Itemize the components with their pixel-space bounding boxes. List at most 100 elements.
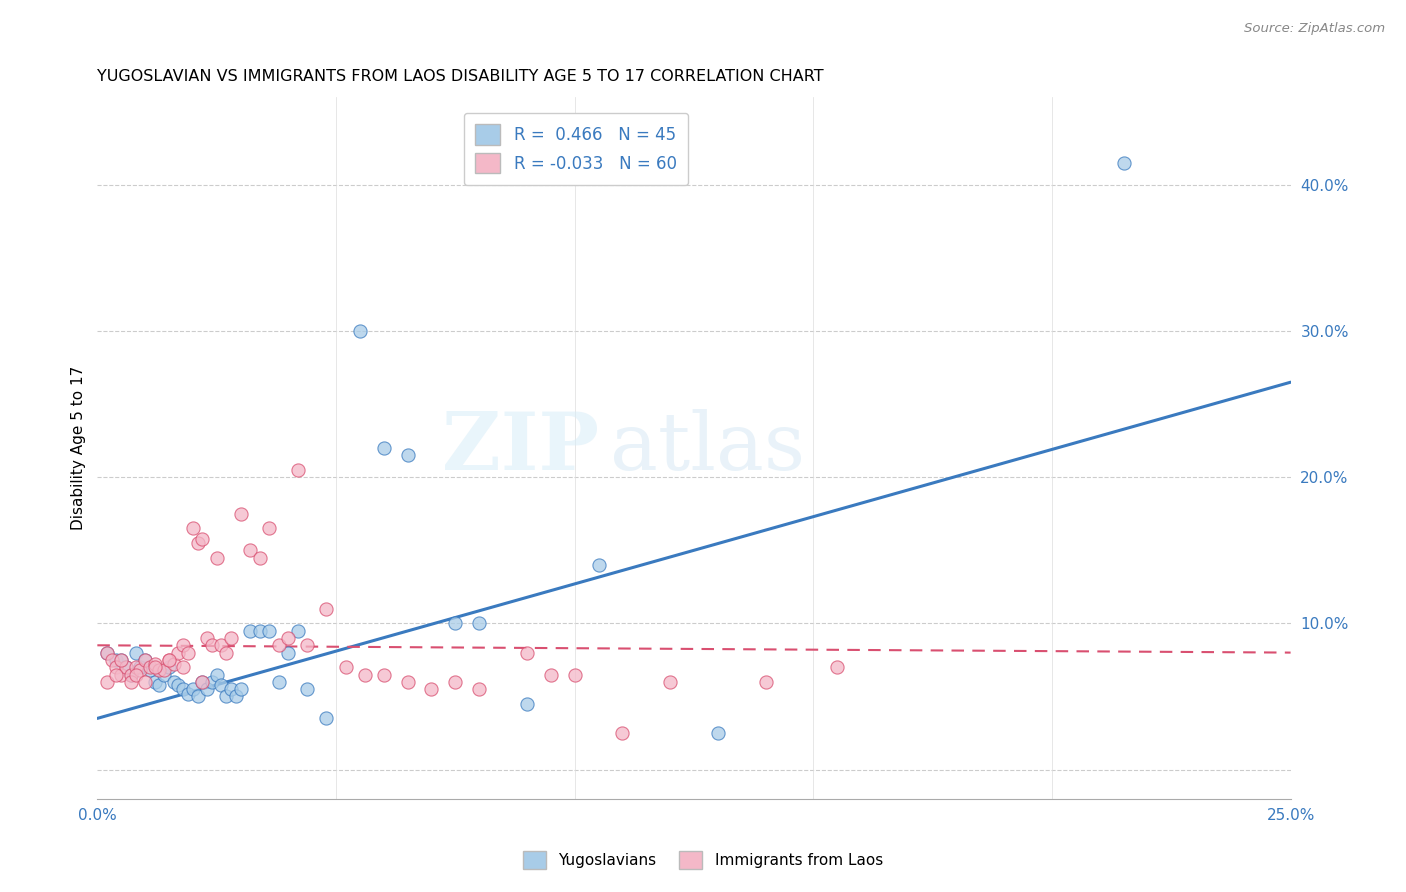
Point [124, 646, 146, 660]
Point [444, 616, 467, 631]
Point [1112, 156, 1135, 170]
Point [287, 624, 309, 638]
Point [373, 441, 395, 455]
Point [755, 674, 778, 689]
Point [191, 674, 214, 689]
Point [612, 726, 634, 740]
Point [257, 521, 280, 535]
Point [134, 653, 156, 667]
Point [277, 646, 299, 660]
Point [153, 663, 176, 677]
Point [115, 660, 138, 674]
Point [564, 667, 586, 681]
Point [181, 682, 204, 697]
Point [257, 624, 280, 638]
Point [825, 660, 848, 674]
Point [215, 646, 238, 660]
Point [134, 653, 156, 667]
Point [239, 624, 262, 638]
Point [105, 660, 128, 674]
Text: ZIP: ZIP [441, 409, 599, 487]
Point [229, 507, 252, 521]
Point [177, 646, 200, 660]
Point [195, 631, 218, 645]
Point [157, 660, 180, 674]
Point [315, 711, 337, 725]
Point [297, 682, 319, 697]
Point [120, 667, 142, 681]
Point [215, 690, 238, 704]
Point [588, 558, 610, 572]
Point [96, 646, 118, 660]
Point [201, 674, 224, 689]
Point [239, 543, 262, 558]
Point [219, 682, 242, 697]
Point [153, 667, 176, 681]
Point [139, 663, 162, 677]
Point [157, 653, 180, 667]
Point [163, 674, 186, 689]
Point [187, 536, 209, 550]
Point [335, 660, 357, 674]
Point [105, 653, 128, 667]
Point [516, 697, 538, 711]
Point [115, 660, 138, 674]
Point [172, 660, 194, 674]
Point [707, 726, 730, 740]
Point [297, 638, 319, 652]
Point [120, 674, 142, 689]
Point [191, 532, 214, 546]
Point [129, 660, 152, 674]
Point [287, 463, 309, 477]
Point [267, 638, 290, 652]
Point [148, 678, 170, 692]
Point [120, 667, 142, 681]
Point [195, 682, 218, 697]
Point [187, 690, 209, 704]
Point [249, 624, 271, 638]
Legend: R =  0.466   N = 45, R = -0.033   N = 60: R = 0.466 N = 45, R = -0.033 N = 60 [464, 112, 689, 185]
Point [96, 674, 118, 689]
Point [219, 631, 242, 645]
Point [177, 686, 200, 700]
Point [349, 324, 371, 338]
Point [110, 667, 132, 681]
Point [420, 682, 443, 697]
Point [181, 521, 204, 535]
Point [396, 674, 419, 689]
Point [659, 674, 682, 689]
Point [172, 682, 194, 697]
Legend: Yugoslavians, Immigrants from Laos: Yugoslavians, Immigrants from Laos [517, 845, 889, 875]
Text: Source: ZipAtlas.com: Source: ZipAtlas.com [1244, 22, 1385, 36]
Point [205, 667, 228, 681]
Point [229, 682, 252, 697]
Point [315, 601, 337, 615]
Point [110, 653, 132, 667]
Point [201, 638, 224, 652]
Point [96, 646, 118, 660]
Point [396, 448, 419, 462]
Point [167, 646, 190, 660]
Point [143, 674, 166, 689]
Point [191, 674, 214, 689]
Point [143, 660, 166, 674]
Point [134, 674, 156, 689]
Point [167, 678, 190, 692]
Point [373, 667, 395, 681]
Point [163, 657, 186, 672]
Text: YUGOSLAVIAN VS IMMIGRANTS FROM LAOS DISABILITY AGE 5 TO 17 CORRELATION CHART: YUGOSLAVIAN VS IMMIGRANTS FROM LAOS DISA… [97, 69, 824, 84]
Point [249, 550, 271, 565]
Y-axis label: Disability Age 5 to 17: Disability Age 5 to 17 [72, 366, 86, 530]
Point [143, 657, 166, 672]
Point [124, 660, 146, 674]
Point [277, 631, 299, 645]
Point [100, 653, 122, 667]
Point [444, 674, 467, 689]
Point [211, 638, 233, 652]
Point [267, 674, 290, 689]
Point [172, 638, 194, 652]
Point [105, 667, 128, 681]
Point [468, 616, 491, 631]
Point [157, 653, 180, 667]
Point [516, 646, 538, 660]
